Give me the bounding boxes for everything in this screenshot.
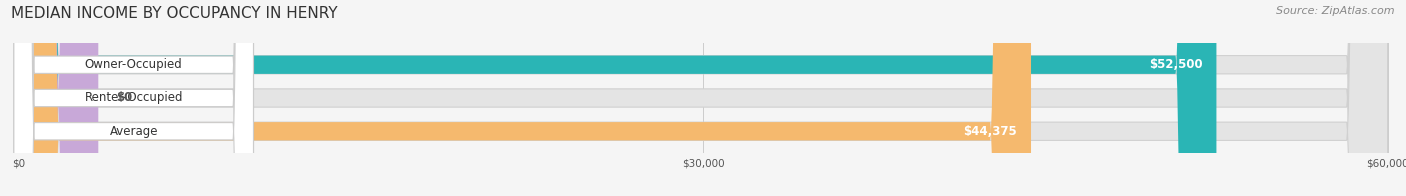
Text: $44,375: $44,375 bbox=[963, 125, 1018, 138]
FancyBboxPatch shape bbox=[18, 0, 1216, 196]
FancyBboxPatch shape bbox=[18, 0, 1031, 196]
Text: $52,500: $52,500 bbox=[1149, 58, 1202, 71]
FancyBboxPatch shape bbox=[14, 0, 253, 196]
Text: MEDIAN INCOME BY OCCUPANCY IN HENRY: MEDIAN INCOME BY OCCUPANCY IN HENRY bbox=[11, 6, 337, 21]
FancyBboxPatch shape bbox=[18, 0, 1388, 196]
Text: Owner-Occupied: Owner-Occupied bbox=[84, 58, 183, 71]
Text: Renter-Occupied: Renter-Occupied bbox=[84, 92, 183, 104]
FancyBboxPatch shape bbox=[18, 0, 1388, 196]
Text: Source: ZipAtlas.com: Source: ZipAtlas.com bbox=[1277, 6, 1395, 16]
Text: Average: Average bbox=[110, 125, 157, 138]
FancyBboxPatch shape bbox=[14, 0, 253, 196]
Text: $0: $0 bbox=[117, 92, 132, 104]
FancyBboxPatch shape bbox=[18, 0, 98, 196]
FancyBboxPatch shape bbox=[18, 0, 1388, 196]
FancyBboxPatch shape bbox=[14, 0, 253, 196]
